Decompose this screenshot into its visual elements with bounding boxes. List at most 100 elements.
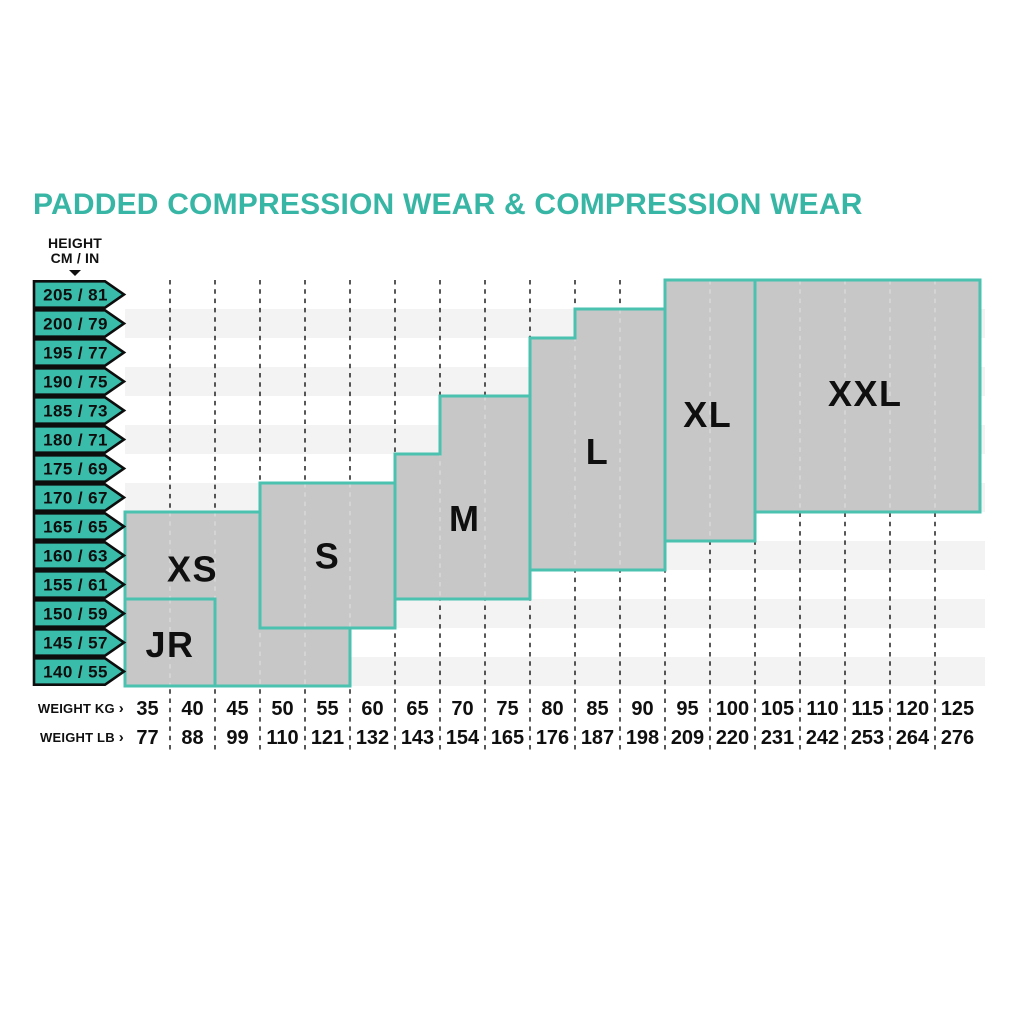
size-region-jr: JR [123, 597, 217, 688]
height-axis-header-line1: HEIGHT [47, 235, 103, 251]
height-chevron-shape [32, 337, 127, 368]
size-region-xxl: XXL [753, 278, 982, 514]
size-region-label: XXL [828, 373, 903, 414]
weight-kg-value: 100 [716, 698, 749, 720]
height-label: 205 / 81 [43, 286, 108, 305]
weight-lb-value: 110 [266, 727, 298, 749]
height-label-chevron: 185 / 73 [32, 395, 127, 426]
weight-kg-value: 105 [761, 698, 794, 720]
height-label-chevron: 190 / 75 [32, 366, 127, 397]
weight-kg-value: 125 [941, 698, 974, 720]
height-chevron-shape [32, 366, 127, 397]
height-label-chevron: 170 / 67 [32, 482, 127, 513]
height-label: 170 / 67 [43, 489, 108, 508]
height-chevron-shape [32, 453, 127, 484]
page-title: PADDED COMPRESSION WEAR & COMPRESSION WE… [33, 188, 863, 221]
size-region-border [123, 597, 217, 688]
height-axis-header-line2: CM / IN [50, 250, 100, 266]
weight-kg-value: 50 [271, 698, 293, 720]
weight-lb-label-text: WEIGHT LB [40, 729, 115, 745]
size-region-label: JR [145, 624, 194, 665]
height-label: 145 / 57 [43, 634, 108, 653]
size-region-fill [755, 280, 980, 512]
size-region-label: XS [167, 549, 218, 590]
height-chevron-shape [32, 569, 127, 600]
weight-kg-value: 55 [316, 698, 338, 720]
height-label-chevron: 195 / 77 [32, 337, 127, 368]
height-chevron-shape [32, 308, 127, 339]
height-label-chevron: 140 / 55 [32, 656, 127, 687]
size-region-fill [530, 309, 665, 570]
height-label-chevron: 200 / 79 [32, 308, 127, 339]
size-region-label: L [586, 431, 610, 472]
right-arrow-icon: › [118, 699, 124, 717]
height-axis-header: HEIGHT CM / IN [40, 236, 110, 276]
height-label: 200 / 79 [43, 315, 108, 334]
weight-kg-value: 85 [586, 698, 608, 720]
weight-lb-value: 198 [626, 727, 659, 749]
size-region-fill [125, 599, 215, 686]
weight-kg-value: 70 [451, 698, 473, 720]
weight-kg-value: 90 [631, 698, 653, 720]
weight-lb-value: 88 [181, 727, 203, 749]
height-label: 165 / 65 [43, 518, 108, 537]
down-arrow-icon [69, 270, 81, 276]
height-label-chevron: 175 / 69 [32, 453, 127, 484]
weight-kg-value: 75 [496, 698, 518, 720]
size-region-fill [260, 483, 395, 628]
size-region-xl: XL [663, 278, 757, 543]
weight-lb-value: 99 [226, 727, 248, 749]
height-label-chevron: 150 / 59 [32, 598, 127, 629]
height-label: 195 / 77 [43, 344, 108, 363]
weight-kg-label-text: WEIGHT KG [37, 700, 115, 716]
height-chevron-shape [32, 482, 127, 513]
weight-kg-value: 80 [541, 698, 563, 720]
height-chevron-shape [32, 627, 127, 658]
weight-lb-value: 264 [896, 727, 930, 749]
height-label-chevron: 160 / 63 [32, 540, 127, 571]
weight-kg-value: 95 [676, 698, 698, 720]
weight-lb-value: 132 [356, 727, 389, 749]
size-region-l: L [528, 307, 667, 572]
height-label: 175 / 69 [43, 460, 108, 479]
weight-kg-value: 110 [806, 698, 838, 720]
size-region-border [753, 278, 982, 514]
size-region-border [258, 481, 397, 630]
size-region-label: S [315, 536, 341, 577]
height-label: 190 / 75 [43, 373, 108, 392]
weight-kg-value: 120 [896, 698, 929, 720]
weight-lb-value: 242 [806, 727, 839, 749]
size-region-label: M [449, 498, 481, 539]
weight-lb-value: 220 [716, 727, 749, 749]
height-label-chevron: 155 / 61 [32, 569, 127, 600]
weight-lb-value: 121 [311, 727, 344, 749]
height-chevron-shape [32, 511, 127, 542]
height-chevron-shape [32, 598, 127, 629]
weight-kg-value: 40 [181, 698, 203, 720]
height-chevron-shape [32, 540, 127, 571]
weight-kg-value: 35 [136, 698, 158, 720]
weight-lb-value: 231 [761, 727, 794, 749]
size-region-s: S [258, 481, 397, 630]
size-region-border [663, 278, 757, 543]
height-label-chevron: 205 / 81 [32, 279, 127, 310]
weight-lb-value: 154 [446, 727, 480, 749]
height-chevron-shape [32, 656, 127, 687]
weight-kg-axis-label: WEIGHT KG › [30, 700, 124, 716]
height-label: 160 / 63 [43, 547, 108, 566]
weight-lb-value: 187 [581, 727, 614, 749]
weight-lb-value: 209 [671, 727, 704, 749]
height-chevron-shape [32, 279, 127, 310]
weight-lb-value: 176 [536, 727, 569, 749]
weight-lb-value: 143 [401, 727, 434, 749]
weight-kg-value: 60 [361, 698, 383, 720]
weight-lb-axis-label: WEIGHT LB › [30, 729, 124, 745]
height-label-chevron: 165 / 65 [32, 511, 127, 542]
size-region-label: XL [683, 394, 732, 435]
weight-kg-value: 65 [406, 698, 428, 720]
right-arrow-icon: › [118, 728, 124, 746]
weight-kg-value: 45 [226, 698, 248, 720]
height-chevron-shape [32, 424, 127, 455]
